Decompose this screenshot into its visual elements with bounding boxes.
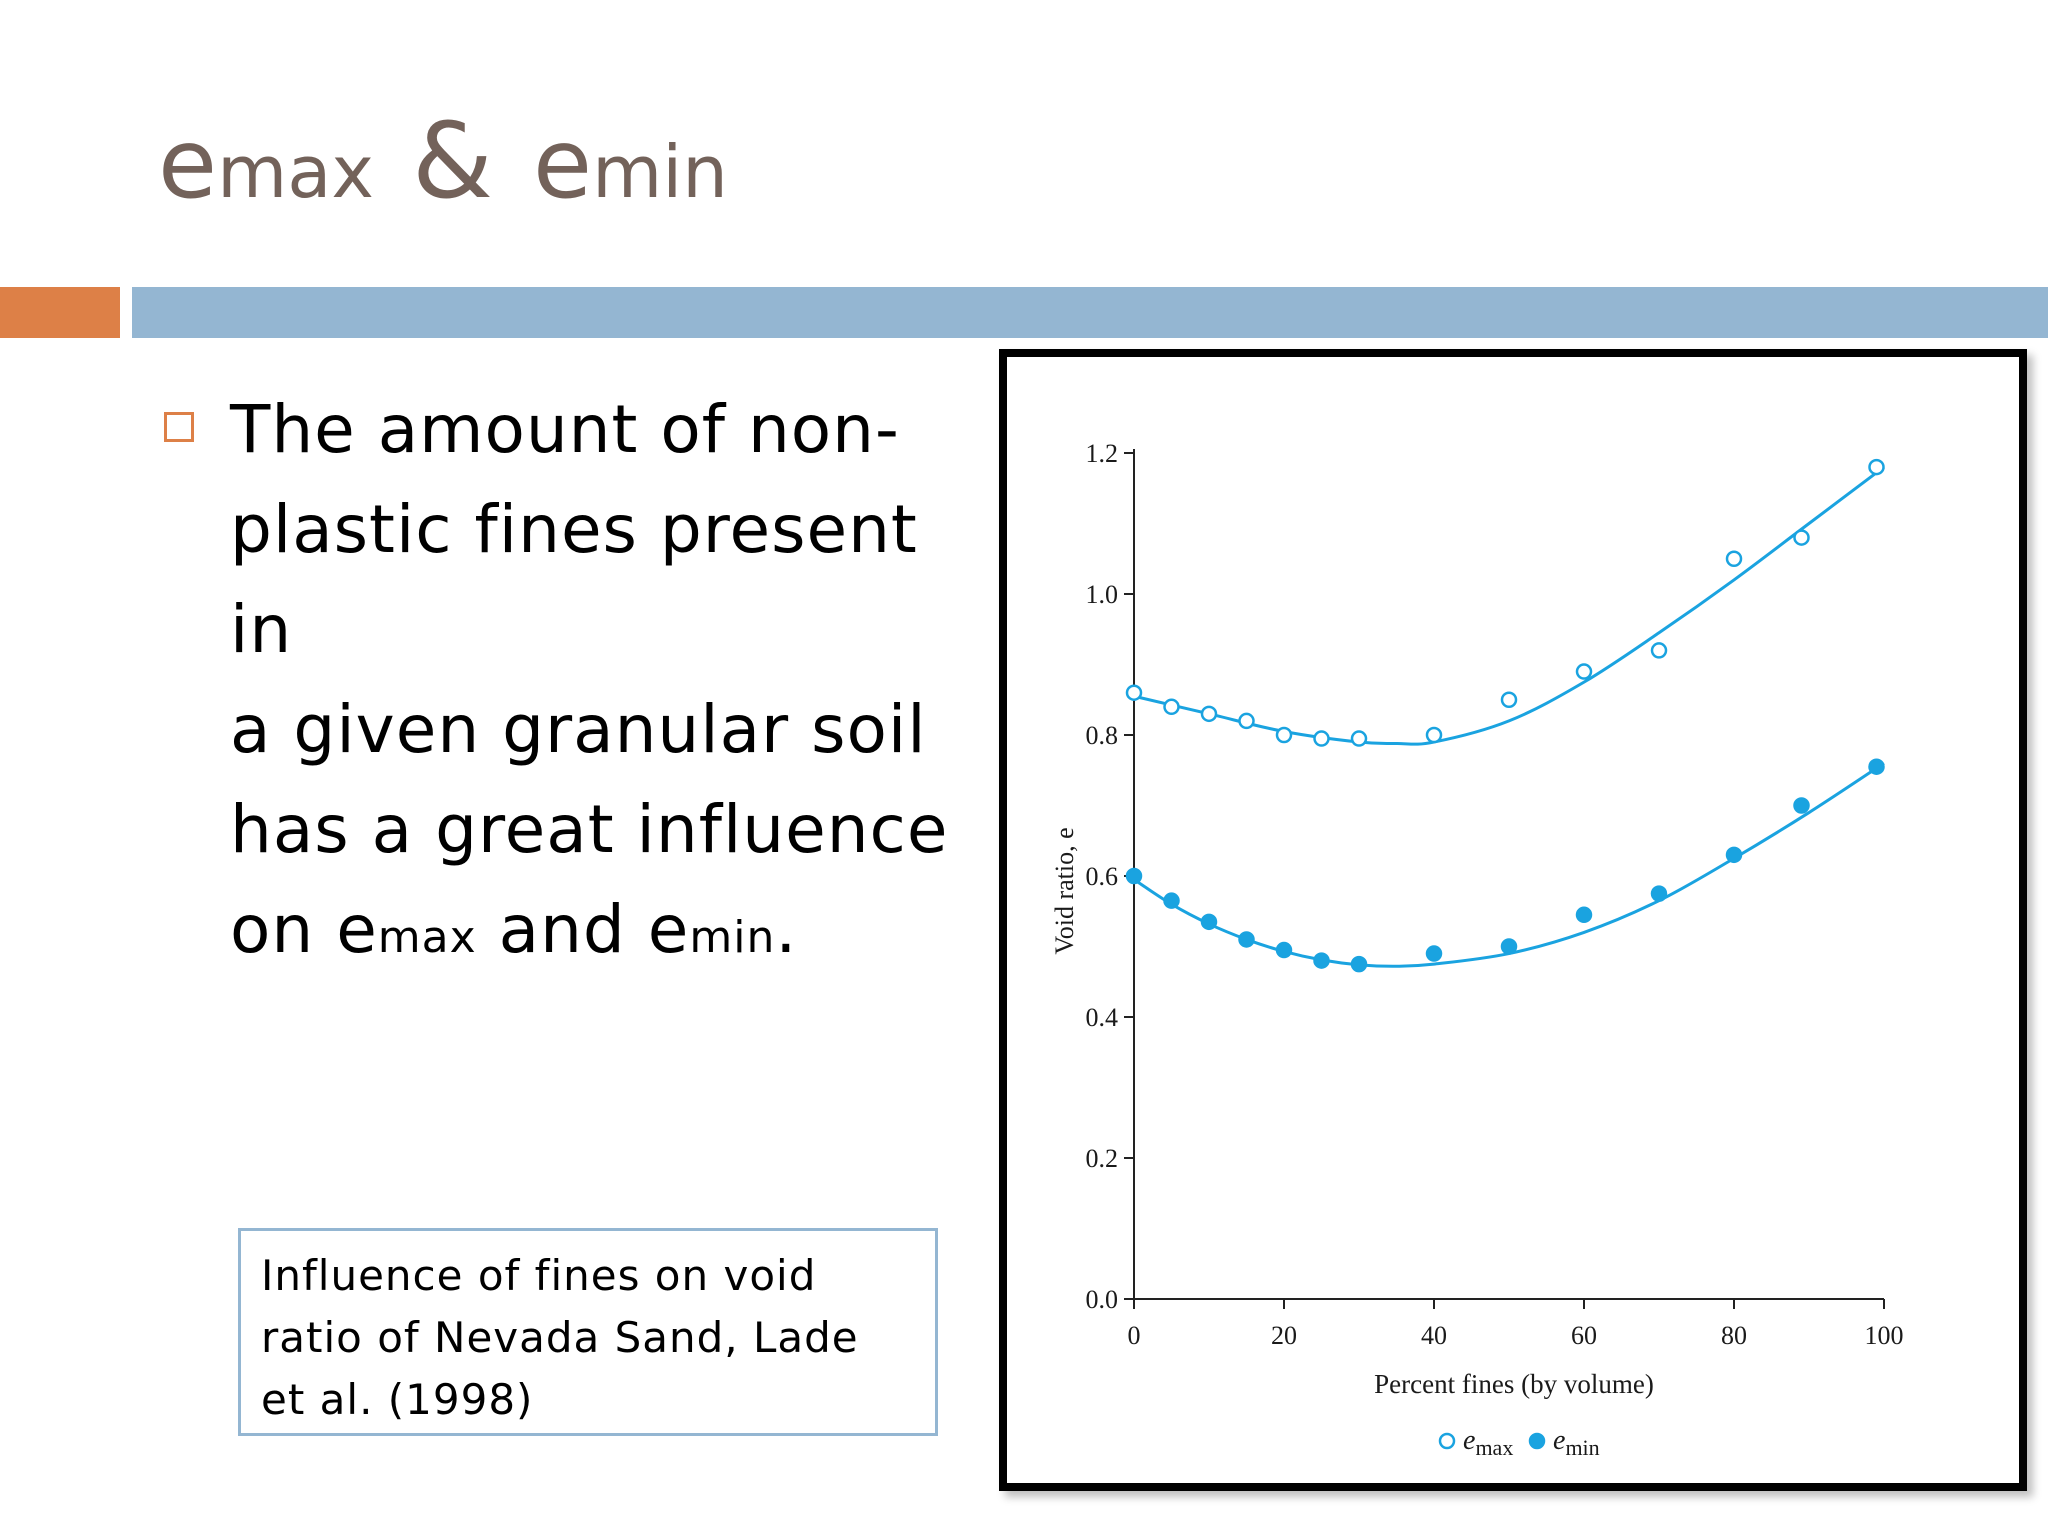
void-ratio-chart: 0.0 0.2 0.4 0.6 0.8 1.0 1.2 0 20 40 60 80 100 Percent… <box>1050 439 1904 1460</box>
emax-data-point <box>1200 705 1218 723</box>
emin-data-point <box>1793 797 1810 814</box>
x-tick-label: 40 <box>1421 1321 1447 1350</box>
x-tick-label: 0 <box>1128 1321 1141 1350</box>
emin-data-point <box>1500 938 1518 955</box>
emin-data-point <box>1725 846 1743 864</box>
emin-data-point <box>1575 906 1593 924</box>
bullet-line-5-pre: on e <box>230 891 378 968</box>
title-min-subscript: min <box>592 130 728 214</box>
x-tick-label: 60 <box>1571 1321 1597 1350</box>
x-axis-label: Percent fines (by volume) <box>1374 1369 1654 1399</box>
bullet-line-5-mid: and e <box>476 891 690 968</box>
emin-data-point <box>1125 867 1143 885</box>
bullet-line-2: plastic fines present in <box>230 491 918 668</box>
y-tick-label: 0.2 <box>1086 1144 1119 1173</box>
bullet-line-5-end: . <box>775 891 798 968</box>
emax-data-point <box>1125 684 1143 701</box>
y-tick-label: 0.6 <box>1086 862 1119 891</box>
emax-data-point <box>1793 529 1810 546</box>
emin-data-point <box>1350 955 1368 973</box>
accent-bar-orange <box>0 287 120 338</box>
emax-data-point <box>1163 698 1180 716</box>
emin-data-point <box>1238 931 1255 948</box>
y-tick-label: 0.0 <box>1086 1285 1119 1314</box>
accent-bar-blue <box>132 287 2048 338</box>
title-max-subscript: max <box>217 130 374 214</box>
y-tick-label: 1.0 <box>1086 580 1119 609</box>
caption-box: Influence of fines on void ratio of Neva… <box>238 1228 938 1436</box>
title-e-min-symbol: e <box>533 108 593 220</box>
bullet-line-1: The amount of non- <box>230 391 900 468</box>
bullet-min-subscript: min <box>689 912 776 963</box>
emin-data-point <box>1163 892 1180 909</box>
emax-data-point <box>1275 726 1293 744</box>
legend-marker-emin <box>1528 1432 1546 1450</box>
bullet-max-subscript: max <box>377 912 477 963</box>
emin-data-point <box>1275 941 1293 959</box>
y-tick-label: 0.8 <box>1086 721 1119 750</box>
emin-data-point <box>1313 952 1330 969</box>
emax-data-point <box>1650 642 1668 659</box>
x-tick-label: 100 <box>1865 1321 1904 1350</box>
caption-text: Influence of fines on void ratio of Neva… <box>261 1251 859 1424</box>
legend-label-emax: emax <box>1463 1425 1513 1460</box>
legend-marker-emax <box>1438 1432 1456 1450</box>
x-tick-label: 80 <box>1721 1321 1747 1350</box>
emin-data-point <box>1650 885 1668 902</box>
y-tick-label: 1.2 <box>1086 439 1119 468</box>
figure-frame: 0.0 0.2 0.4 0.6 0.8 1.0 1.2 0 20 40 60 80 100 Percent… <box>999 349 2027 1491</box>
square-bullet-icon <box>164 412 194 442</box>
emax-data-point <box>1350 730 1368 747</box>
legend-label-emin: emin <box>1553 1425 1600 1460</box>
emax-data-point <box>1238 712 1255 730</box>
title-e-max-symbol: e <box>158 108 218 220</box>
bullet-text: The amount of non- plastic fines present… <box>230 380 990 988</box>
emin-data-point <box>1200 913 1218 931</box>
emax-data-point <box>1725 550 1743 567</box>
slide-title: e max & e min <box>158 100 728 230</box>
bullet-line-4: has a great influence <box>230 791 949 868</box>
title-ampersand: & <box>411 100 494 222</box>
y-tick-label: 0.4 <box>1086 1003 1119 1032</box>
emin-data-point <box>1868 758 1885 775</box>
emin-data-point <box>1425 945 1443 962</box>
emax-data-point <box>1313 730 1330 747</box>
y-axis-label: Void ratio, e <box>1050 827 1079 954</box>
emax-data-point <box>1575 663 1593 680</box>
emax-data-point <box>1868 458 1885 476</box>
x-tick-label: 20 <box>1271 1321 1297 1350</box>
emax-data-point <box>1500 691 1518 708</box>
emax-data-point <box>1425 726 1443 744</box>
bullet-line-5: on emax and emin. <box>230 880 990 988</box>
bullet-line-3: a given granular soil <box>230 691 927 768</box>
